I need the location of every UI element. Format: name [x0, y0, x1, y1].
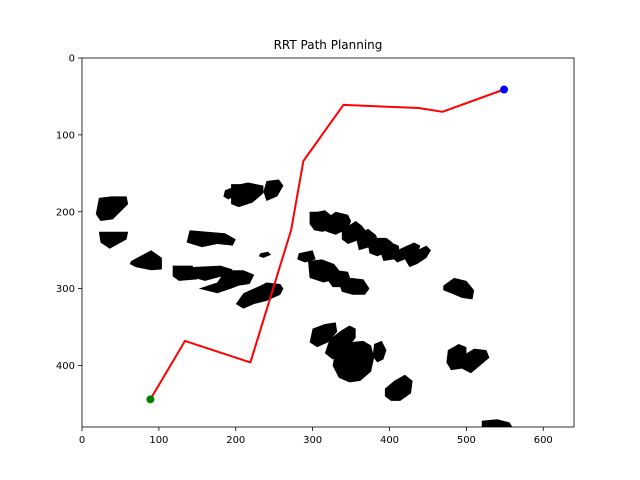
obstacle-28 — [446, 344, 467, 371]
obstacle-26 — [384, 374, 413, 401]
obstacle-8 — [186, 230, 236, 248]
chart-title: RRT Path Planning — [274, 38, 383, 52]
obstacle-18 — [404, 245, 431, 268]
obstacle-22 — [309, 322, 338, 348]
x-tick-label-400: 400 — [380, 435, 399, 446]
obstacle-29 — [461, 348, 490, 374]
goal-point-marker — [500, 85, 509, 94]
x-tick-label-500: 500 — [457, 435, 476, 446]
obstacle-4 — [172, 265, 198, 281]
obstacle-1 — [95, 196, 129, 221]
plot-area — [82, 58, 574, 427]
obstacle-17 — [392, 242, 421, 263]
obstacle-7 — [235, 282, 284, 309]
endpoint-markers — [146, 85, 509, 404]
rrt-path-layer — [149, 88, 505, 400]
obstacle-10 — [231, 182, 264, 208]
y-tick-label-400: 400 — [56, 361, 75, 372]
y-axis: 0 100 200 300 400 — [56, 54, 82, 372]
obstacle-33 — [223, 187, 235, 200]
obstacle-3 — [129, 250, 162, 271]
x-tick-label-600: 600 — [534, 435, 553, 446]
obstacle-21 — [338, 277, 370, 295]
obstacle-14 — [355, 228, 379, 251]
obstacle-31 — [297, 250, 316, 263]
x-tick-label-0: 0 — [79, 435, 85, 446]
plot-frame — [81, 57, 575, 428]
rrt-path-line — [149, 88, 505, 400]
obstacle-map — [95, 179, 513, 427]
obstacle-23 — [324, 325, 356, 360]
obstacle-5 — [191, 265, 233, 281]
x-axis: 0 100 200 300 400 500 600 — [79, 427, 553, 446]
y-tick-label-200: 200 — [56, 207, 75, 218]
y-tick-label-100: 100 — [56, 130, 75, 141]
obstacle-25 — [372, 340, 387, 363]
x-tick-label-300: 300 — [303, 435, 322, 446]
obstacle-30 — [481, 419, 513, 427]
obstacle-9 — [263, 179, 284, 201]
start-point-marker — [146, 395, 155, 404]
x-tick-label-200: 200 — [226, 435, 245, 446]
obstacle-6 — [198, 270, 255, 294]
x-tick-label-100: 100 — [149, 435, 168, 446]
y-tick-label-0: 0 — [69, 54, 75, 65]
y-tick-label-300: 300 — [56, 284, 75, 295]
obstacle-27 — [443, 277, 475, 300]
obstacle-32 — [258, 251, 272, 258]
obstacle-24 — [332, 340, 375, 383]
obstacle-2 — [98, 231, 129, 249]
